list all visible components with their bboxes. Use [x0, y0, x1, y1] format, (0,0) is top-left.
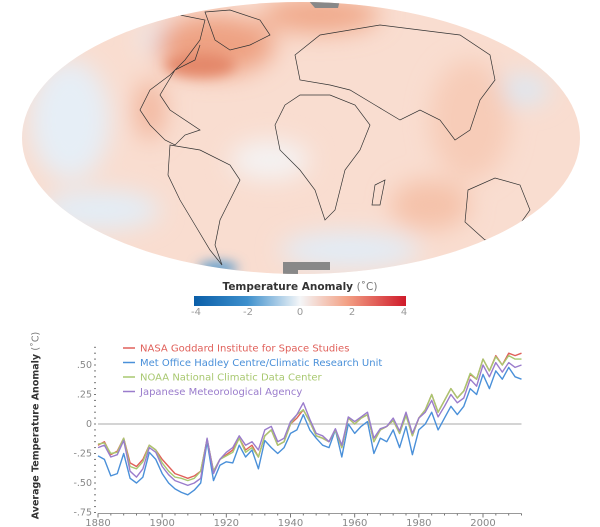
y-tick-label: .50 — [77, 360, 92, 371]
temperature-anomaly-world-map — [22, 2, 580, 274]
x-tick-label: 1900 — [149, 518, 174, 527]
x-tick-label: 1960 — [342, 518, 367, 527]
legend-label: Met Office Hadley Centre/Climatic Resear… — [140, 358, 382, 369]
x-tick-label: 1880 — [85, 518, 110, 527]
x-tick-label: 2000 — [470, 518, 495, 527]
series-line-1 — [97, 366, 522, 496]
colorbar-title: Temperature Anomaly (˚C) — [180, 281, 420, 293]
colorbar-unit: (˚C) — [356, 281, 378, 293]
colorbar-tick: 4 — [400, 307, 408, 318]
colorbar-tick: -4 — [191, 307, 201, 318]
x-tick-label: 1980 — [406, 518, 431, 527]
y-tick-label: -.25 — [73, 449, 92, 460]
colorbar-title-text: Temperature Anomaly — [222, 281, 354, 293]
colorbar — [194, 296, 406, 306]
legend-label: Japanese Meteorological Agency — [139, 387, 302, 398]
no-data-regions — [283, 2, 340, 274]
colorbar-tick: 0 — [296, 307, 304, 318]
y-tick-label: -.75 — [73, 508, 92, 519]
y-tick-label: -.50 — [73, 478, 92, 489]
x-tick-label: 1940 — [278, 518, 303, 527]
y-tick-label: 0 — [86, 419, 92, 430]
series-line-2 — [97, 354, 522, 482]
series-line-3 — [97, 361, 522, 487]
legend-label: NASA Goddard Institute for Space Studies — [140, 344, 349, 355]
colorbar-tick: 2 — [348, 307, 356, 318]
continent-outlines — [139, 9, 531, 266]
y-tick-label: .25 — [77, 390, 92, 401]
x-tick-label: 1920 — [214, 518, 239, 527]
legend-label: NOAA National Climatic Data Center — [140, 373, 323, 384]
colorbar-tick: -2 — [243, 307, 253, 318]
